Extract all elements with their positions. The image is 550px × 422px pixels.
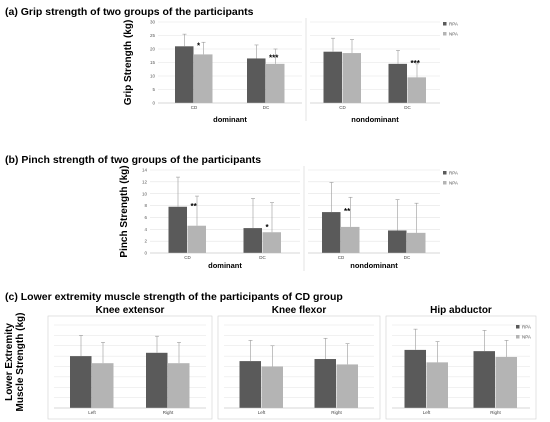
category-label: Right: [331, 410, 342, 415]
significance-marker: ***: [269, 53, 279, 62]
legend-label: NPA: [522, 335, 531, 340]
y-tick-label: 5: [152, 87, 155, 92]
group-label: nondominant: [350, 261, 398, 270]
bar-rpa: [146, 352, 168, 408]
category-label: Left: [88, 410, 96, 415]
legend-swatch: [443, 171, 447, 175]
category-label: CD: [338, 255, 345, 260]
bar-npa: [262, 232, 281, 253]
y-tick-label: 14: [142, 168, 148, 173]
bar-rpa: [388, 230, 407, 253]
group-label: dominant: [208, 261, 242, 270]
group-label: nondominant: [351, 115, 399, 124]
y-axis-label: Lower Extremity: [4, 323, 15, 401]
bar-rpa: [388, 63, 407, 103]
y-axis-label: Muscle Strength (kg): [15, 313, 26, 412]
panel-title: Hip abductor: [430, 305, 492, 316]
y-axis-label: Grip Strength (kg): [123, 20, 134, 106]
category-label: Left: [423, 410, 431, 415]
legend-swatch: [516, 325, 520, 329]
bar-npa: [168, 363, 190, 408]
bar-rpa: [70, 356, 92, 408]
legend-label: RPA: [522, 325, 531, 330]
chart-title: (a) Grip strength of two groups of the p…: [5, 6, 254, 18]
category-label: Right: [163, 410, 174, 415]
bar-rpa: [314, 359, 336, 408]
bar-rpa: [175, 46, 194, 103]
bar-npa: [426, 362, 448, 408]
category-label: CD: [339, 105, 346, 110]
panel-frame: [385, 315, 537, 420]
bar-npa: [407, 232, 426, 253]
legend-label: NPA: [449, 181, 458, 186]
y-tick-label: 0: [152, 101, 155, 106]
legend-swatch: [443, 22, 447, 26]
significance-marker: **: [344, 207, 351, 216]
bar-npa: [341, 226, 360, 253]
bar-npa: [266, 63, 285, 103]
panel-title: Knee extensor: [96, 305, 165, 316]
bar-npa: [261, 366, 283, 408]
category-label: DC: [404, 105, 411, 110]
bar-npa: [342, 53, 361, 103]
significance-marker: **: [191, 202, 198, 211]
y-tick-label: 2: [144, 239, 147, 244]
significance-marker: ***: [411, 59, 421, 68]
panel-title: Knee flexor: [272, 305, 327, 316]
bar-rpa: [239, 361, 261, 408]
category-label: DC: [259, 255, 266, 260]
legend-label: RPA: [449, 171, 458, 176]
category-label: DC: [404, 255, 411, 260]
bar-rpa: [473, 351, 495, 408]
category-label: Right: [490, 410, 501, 415]
category-label: CD: [184, 255, 191, 260]
y-tick-label: 12: [142, 179, 148, 184]
y-tick-label: 6: [144, 215, 147, 220]
y-tick-label: 10: [142, 191, 148, 196]
bar-rpa: [404, 349, 426, 408]
bar-npa: [194, 54, 213, 103]
bar-rpa: [168, 206, 187, 253]
category-label: CD: [191, 105, 198, 110]
y-axis-label: Pinch Strength (kg): [119, 165, 130, 257]
category-label: DC: [263, 105, 270, 110]
legend-swatch: [443, 32, 447, 36]
bar-rpa: [243, 228, 262, 253]
bar-npa: [495, 356, 517, 408]
significance-marker: *: [197, 41, 201, 50]
bar-rpa: [247, 58, 266, 103]
significance-marker: *: [266, 223, 270, 232]
y-tick-label: 30: [150, 20, 156, 25]
y-tick-label: 25: [150, 33, 156, 38]
category-label: Left: [258, 410, 266, 415]
bar-npa: [407, 77, 426, 103]
bar-npa: [92, 363, 114, 408]
panel-frame: [217, 315, 381, 420]
legend-label: NPA: [449, 32, 458, 37]
chart-title: (c) Lower extremity muscle strength of t…: [5, 291, 343, 303]
y-tick-label: 15: [150, 60, 156, 65]
bar-rpa: [323, 51, 342, 103]
y-tick-label: 4: [144, 227, 147, 232]
group-label: dominant: [213, 115, 247, 124]
legend-label: RPA: [449, 22, 458, 27]
bar-rpa: [322, 212, 341, 253]
chart-title: (b) Pinch strength of two groups of the …: [5, 154, 261, 166]
y-tick-label: 20: [150, 47, 156, 52]
panel-frame: [47, 315, 213, 420]
legend-swatch: [516, 335, 520, 339]
bar-npa: [336, 364, 358, 408]
y-tick-label: 10: [150, 74, 156, 79]
legend-swatch: [443, 181, 447, 185]
bar-npa: [187, 225, 206, 253]
y-tick-label: 0: [144, 251, 147, 256]
y-tick-label: 8: [144, 203, 147, 208]
